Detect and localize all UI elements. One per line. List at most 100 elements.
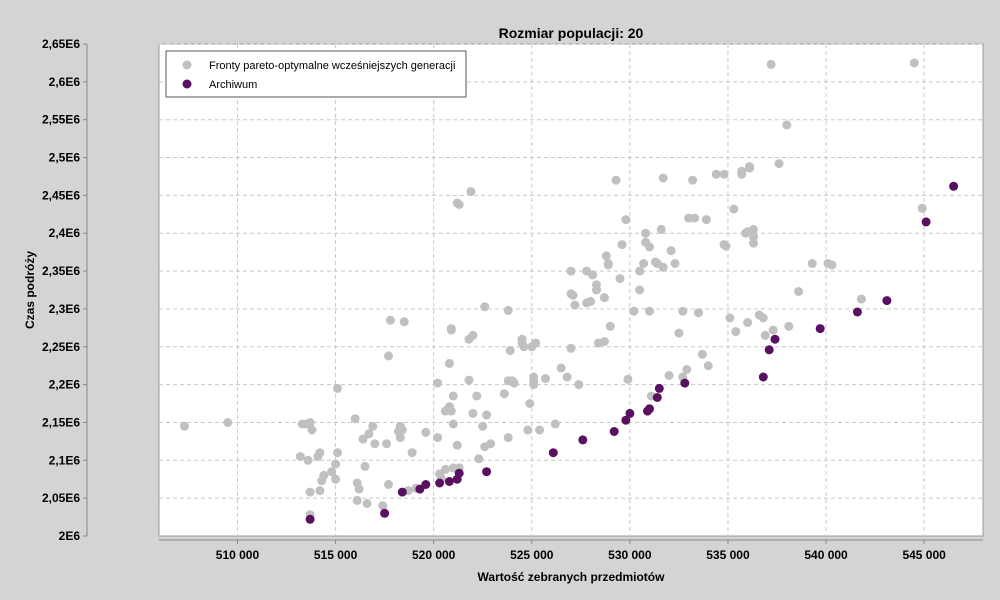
history-point bbox=[397, 425, 407, 435]
archive-point bbox=[380, 508, 390, 518]
history-point bbox=[448, 391, 458, 401]
history-point bbox=[588, 270, 598, 280]
history-point bbox=[749, 232, 758, 242]
history-point bbox=[690, 213, 700, 223]
history-point bbox=[305, 487, 315, 497]
archive-point bbox=[882, 296, 892, 306]
x-tick-label: 545 000 bbox=[902, 548, 946, 562]
history-point bbox=[766, 59, 776, 69]
history-point bbox=[666, 246, 676, 256]
history-point bbox=[656, 224, 666, 234]
history-point bbox=[472, 391, 482, 401]
history-point bbox=[827, 260, 837, 270]
history-point bbox=[433, 378, 443, 388]
history-point bbox=[566, 343, 576, 353]
history-point bbox=[731, 327, 741, 337]
history-point bbox=[645, 242, 654, 252]
history-point bbox=[466, 187, 476, 197]
history-point bbox=[807, 259, 817, 268]
history-point bbox=[468, 330, 478, 340]
data-points bbox=[180, 58, 959, 524]
history-point bbox=[360, 461, 370, 471]
history-point bbox=[350, 414, 360, 424]
history-point bbox=[531, 338, 541, 348]
history-point bbox=[448, 419, 458, 429]
history-point bbox=[568, 290, 578, 300]
history-point bbox=[641, 228, 651, 238]
history-point bbox=[758, 313, 768, 323]
history-point bbox=[452, 440, 462, 450]
history-point bbox=[362, 499, 372, 508]
history-point bbox=[635, 285, 645, 295]
history-point bbox=[399, 317, 409, 327]
history-point bbox=[645, 306, 654, 316]
history-point bbox=[529, 380, 539, 390]
history-point bbox=[315, 448, 325, 458]
history-point bbox=[468, 408, 478, 418]
history-point bbox=[592, 285, 601, 295]
history-point bbox=[386, 315, 395, 325]
history-point bbox=[327, 467, 337, 477]
history-point bbox=[509, 378, 519, 388]
history-point bbox=[503, 305, 513, 315]
history-point bbox=[784, 321, 794, 331]
archive-point bbox=[770, 334, 780, 344]
y-tick-label: 2,2E6 bbox=[49, 378, 81, 392]
history-point bbox=[307, 425, 317, 435]
history-point bbox=[370, 439, 380, 449]
history-point bbox=[688, 175, 698, 185]
archive-point bbox=[621, 415, 631, 425]
history-point bbox=[331, 459, 341, 469]
history-point bbox=[721, 241, 731, 251]
archive-point bbox=[454, 468, 464, 478]
history-point bbox=[623, 374, 633, 384]
history-point bbox=[352, 495, 362, 505]
history-point bbox=[482, 410, 492, 420]
legend-marker-archive bbox=[182, 79, 192, 89]
history-point bbox=[703, 361, 713, 371]
history-point bbox=[517, 334, 527, 344]
history-point bbox=[486, 439, 496, 449]
y-tick-label: 2,35E6 bbox=[42, 264, 80, 278]
history-point bbox=[295, 452, 305, 461]
archive-point bbox=[815, 324, 825, 334]
history-point bbox=[421, 427, 431, 437]
history-point bbox=[505, 346, 515, 356]
history-point bbox=[674, 328, 684, 338]
history-point bbox=[499, 389, 509, 399]
history-point bbox=[678, 306, 688, 316]
x-axis-ticks: 510 000 515 000 520 000 525 000 530 000 535 0… bbox=[216, 540, 946, 562]
history-point bbox=[909, 58, 919, 68]
grid-lines bbox=[159, 43, 983, 536]
series-history bbox=[180, 58, 927, 520]
legend-label-history: Fronty pareto-optymalne wcześniejszych g… bbox=[209, 60, 455, 72]
history-point bbox=[384, 351, 393, 361]
archive-point bbox=[482, 467, 492, 477]
y-tick-label: 2,3E6 bbox=[49, 302, 81, 316]
legend: Fronty pareto-optymalne wcześniejszych g… bbox=[165, 50, 467, 98]
history-point bbox=[519, 342, 529, 352]
archive-point bbox=[609, 427, 619, 436]
archive-point bbox=[578, 435, 588, 445]
history-point bbox=[446, 324, 456, 334]
history-point bbox=[682, 365, 692, 374]
archive-point bbox=[397, 487, 407, 497]
archive-point bbox=[949, 181, 959, 191]
history-point bbox=[629, 306, 639, 316]
history-point bbox=[464, 375, 474, 385]
y-axis-label: Czas podróży bbox=[23, 251, 37, 329]
y-tick-label: 2,55E6 bbox=[42, 113, 80, 127]
history-point bbox=[541, 374, 550, 384]
history-point bbox=[794, 287, 804, 296]
history-point bbox=[440, 464, 450, 474]
history-point bbox=[639, 259, 649, 268]
history-point bbox=[535, 425, 545, 435]
x-tick-label: 535 000 bbox=[706, 548, 750, 562]
x-tick-label: 515 000 bbox=[314, 548, 358, 562]
y-tick-label: 2,15E6 bbox=[42, 415, 80, 429]
history-point bbox=[433, 433, 443, 443]
history-point bbox=[599, 293, 609, 303]
history-point bbox=[621, 215, 631, 225]
history-point bbox=[774, 159, 784, 169]
